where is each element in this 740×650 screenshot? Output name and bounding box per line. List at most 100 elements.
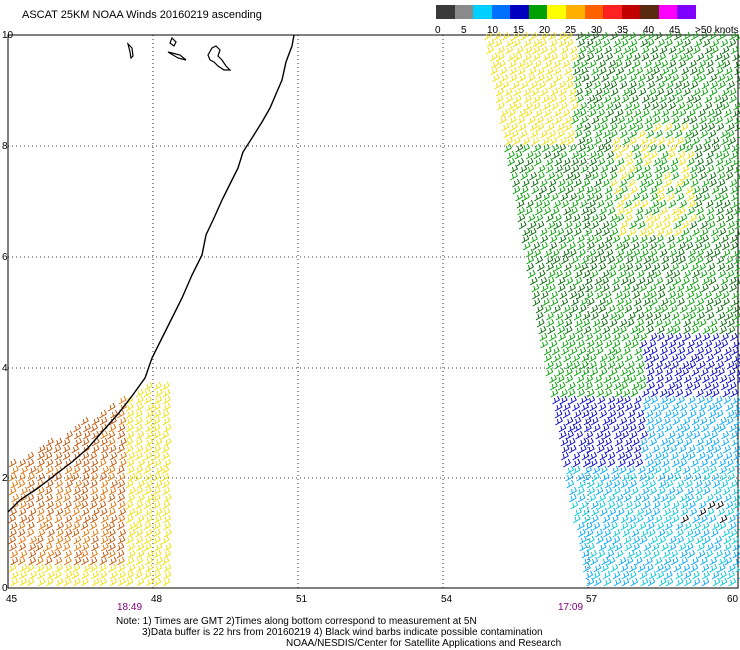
wind-barb — [680, 556, 688, 566]
wind-barb — [134, 507, 143, 517]
wind-barb — [670, 556, 679, 566]
wind-barb — [621, 94, 630, 104]
wind-barb — [145, 430, 154, 440]
wind-barb — [729, 178, 738, 188]
wind-barb — [583, 472, 592, 482]
wind-barb — [633, 297, 642, 307]
wind-barb — [589, 262, 598, 272]
wind-barb — [109, 556, 117, 566]
wind-barb — [80, 500, 89, 510]
wind-barb — [610, 87, 619, 97]
wind-barb — [624, 101, 633, 111]
wind-barb — [613, 577, 622, 587]
wind-barb — [644, 206, 653, 216]
wind-barb — [607, 353, 616, 363]
wind-barb — [540, 241, 548, 251]
wind-barb — [558, 241, 567, 251]
wind-barb — [685, 542, 694, 552]
wind-barb — [616, 66, 625, 76]
wind-barb — [588, 108, 597, 118]
wind-barb — [715, 549, 723, 559]
wind-barb — [28, 549, 37, 559]
wind-barb — [574, 276, 583, 286]
wind-barb — [660, 304, 669, 314]
wind-barb — [578, 437, 587, 447]
wind-barb — [73, 423, 82, 433]
wind-barb — [107, 528, 116, 538]
wind-barb — [648, 143, 657, 153]
wind-barb — [135, 535, 144, 545]
wind-barb — [683, 87, 691, 97]
wind-barb — [507, 150, 515, 160]
wind-barb — [521, 178, 530, 188]
map-title: ASCAT 25KM NOAA Winds 20160219 ascending — [22, 9, 262, 21]
wind-barb — [605, 199, 614, 209]
wind-barb — [532, 101, 541, 111]
wind-barb — [109, 514, 118, 524]
wind-barb — [639, 178, 648, 188]
wind-barb — [667, 493, 676, 503]
wind-barb — [635, 353, 644, 363]
y-tick-label: 0 — [2, 583, 8, 594]
wind-barb — [540, 339, 549, 349]
wind-barb — [680, 507, 689, 517]
wind-barb — [161, 409, 170, 419]
wind-barb — [621, 430, 629, 440]
wind-barb — [686, 346, 694, 356]
wind-barb — [543, 304, 552, 314]
wind-barb — [10, 549, 19, 559]
wind-barb — [570, 206, 578, 216]
wind-barb — [675, 38, 684, 48]
wind-barb — [501, 31, 510, 41]
wind-barb — [45, 479, 54, 489]
wind-barb — [625, 262, 634, 272]
wind-barb — [529, 276, 538, 286]
wind-barb — [557, 276, 566, 286]
wind-barb — [671, 514, 680, 524]
wind-barb — [555, 416, 563, 426]
wind-barb — [653, 59, 662, 69]
wind-barb — [699, 115, 707, 125]
wind-barb — [713, 444, 722, 454]
wind-barb — [608, 409, 617, 419]
wind-barb — [578, 528, 586, 538]
wind-barb — [604, 381, 613, 391]
wind-barb — [99, 556, 108, 566]
wind-barb — [55, 563, 63, 573]
wind-barb — [81, 556, 89, 566]
wind-barb — [63, 486, 72, 496]
wind-barb — [651, 199, 660, 209]
wind-barb — [542, 199, 551, 209]
wind-barb — [732, 304, 740, 314]
wind-barb — [683, 374, 692, 384]
wind-barb — [710, 430, 718, 440]
wind-barb — [518, 73, 527, 83]
wind-barb — [590, 311, 599, 321]
wind-barb — [702, 570, 710, 580]
wind-barb — [716, 500, 724, 510]
wind-barb — [8, 563, 17, 573]
wind-barb — [631, 332, 640, 342]
wind-barb — [700, 367, 709, 377]
wind-barb — [695, 339, 703, 349]
wind-barb — [63, 556, 72, 566]
wind-barb — [598, 262, 607, 272]
wind-barb — [662, 171, 671, 181]
wind-barb — [144, 381, 153, 391]
wind-barb — [26, 563, 35, 573]
wind-barb — [99, 472, 108, 482]
wind-barb — [705, 549, 714, 559]
wind-barb — [134, 423, 143, 433]
wind-barb — [118, 507, 127, 517]
wind-barb — [691, 31, 699, 41]
wind-barb — [694, 199, 703, 209]
wind-barb — [89, 479, 98, 489]
wind-barb — [544, 248, 553, 258]
wind-barb — [609, 367, 618, 377]
wind-barb — [569, 45, 578, 55]
wind-barb — [636, 367, 644, 377]
wind-barb — [558, 87, 567, 97]
wind-barb — [553, 199, 562, 209]
wind-barb — [567, 381, 576, 391]
wind-barb — [552, 395, 561, 405]
